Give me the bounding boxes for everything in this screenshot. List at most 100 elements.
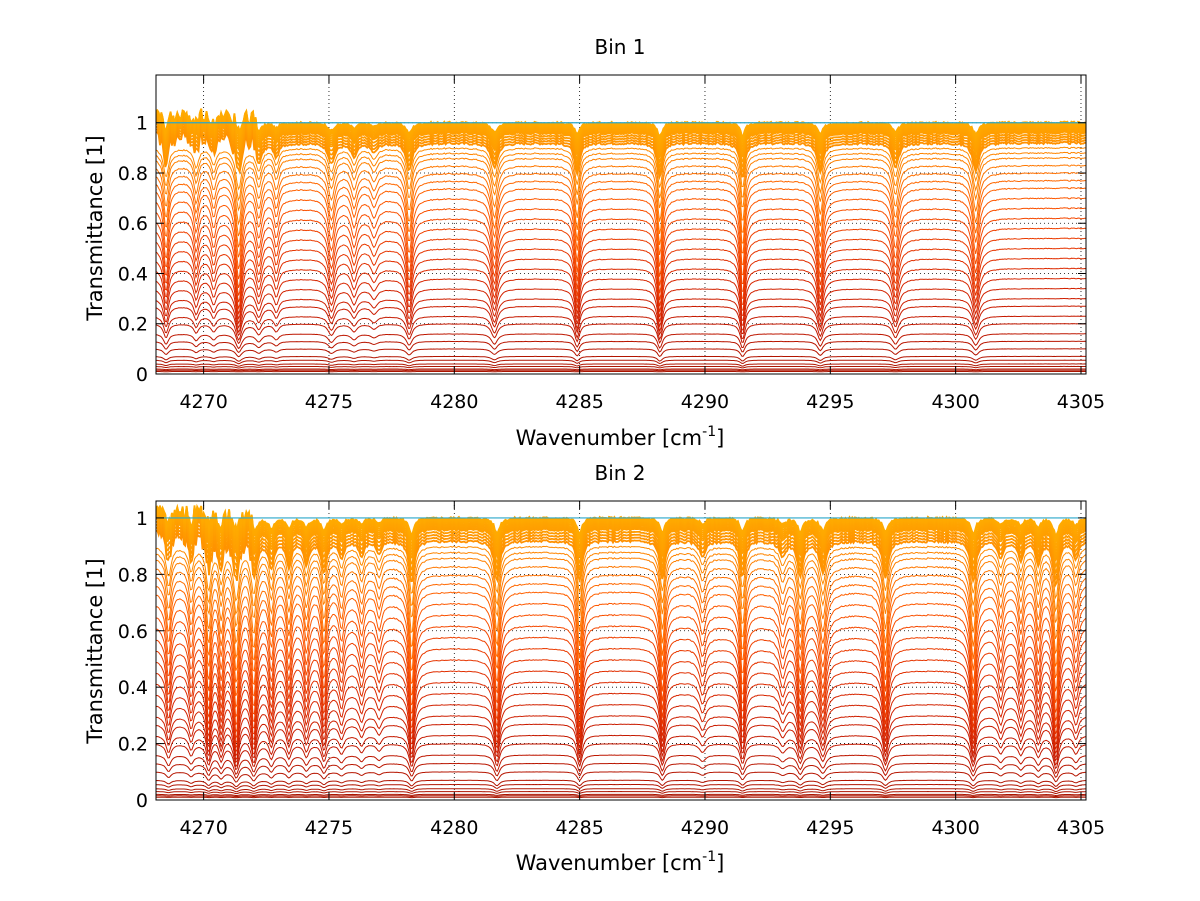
series-group (156, 503, 1086, 799)
series-line (156, 287, 1086, 329)
series-line (156, 522, 1086, 576)
y-tick-label: 0.2 (118, 314, 148, 336)
series-line (156, 333, 1086, 350)
y-tick-label: 0.2 (118, 734, 148, 756)
x-axis-label: Wavenumber [cm-1] (516, 849, 725, 875)
series-line (156, 369, 1086, 372)
chart-panel-bin-2: Bin 2 4270 4275 4280 4285 4290 4295 4300 4305 0… (83, 461, 1105, 875)
series-line (156, 117, 1086, 154)
series-line (156, 237, 1086, 303)
series-line (156, 227, 1086, 296)
x-tick-label: 4280 (430, 817, 478, 839)
series-line (156, 545, 1086, 602)
series-line (156, 197, 1086, 270)
series-line (156, 315, 1086, 341)
x-axis-label-end: ] (716, 851, 724, 875)
x-tick-label: 4285 (555, 391, 603, 413)
series-line (156, 703, 1086, 757)
series-line (156, 783, 1086, 790)
series-line (156, 305, 1086, 337)
x-tick-label: 4290 (681, 817, 729, 839)
x-tick-label: 4305 (1057, 391, 1105, 413)
series-line (156, 613, 1086, 708)
series-line (156, 156, 1086, 212)
series-line (156, 659, 1086, 740)
y-tick-label: 0.6 (118, 213, 148, 235)
series-line (156, 112, 1086, 146)
series-line (156, 525, 1086, 582)
y-axis-label: Transmittance [1] (83, 135, 107, 321)
series-line (156, 125, 1086, 170)
x-tick-label: 4295 (806, 817, 854, 839)
x-axis-label-end: ] (716, 426, 724, 450)
x-tick-label: 4285 (555, 817, 603, 839)
series-line (156, 368, 1086, 371)
x-axis-label-exponent: -1 (702, 424, 716, 440)
series-line (156, 779, 1086, 788)
series-line (156, 602, 1086, 697)
series-line (156, 365, 1086, 369)
series-line (156, 681, 1086, 750)
series-line (156, 793, 1086, 797)
plot-frame (155, 500, 1087, 801)
series-line (156, 151, 1086, 202)
y-tick-label: 1 (136, 508, 148, 530)
x-axis-label-text: Wavenumber [cm (516, 426, 702, 450)
x-tick-label: 4275 (305, 391, 353, 413)
series-line (156, 247, 1086, 311)
series-line (156, 591, 1086, 683)
series-line (156, 565, 1086, 645)
y-tick-label: 0 (136, 790, 148, 812)
series-line (156, 207, 1086, 280)
series-line (156, 743, 1086, 771)
series-line (156, 762, 1086, 779)
series-line (156, 171, 1086, 237)
y-ticks: 0 0.2 0.4 0.6 0.8 1 (118, 113, 1086, 386)
series-line (156, 636, 1086, 726)
chart-panel-bin-1: Bin 1 4270 4275 4280 4285 4290 4295 4300 4305 0… (83, 35, 1105, 450)
series-line (156, 340, 1086, 354)
x-tick-label: 4280 (430, 391, 478, 413)
series-group (156, 108, 1086, 373)
x-tick-label: 4300 (931, 817, 979, 839)
series-line (156, 277, 1086, 325)
x-tick-label: 4300 (931, 391, 979, 413)
series-line (156, 114, 1086, 149)
x-tick-label: 4295 (806, 391, 854, 413)
series-line (156, 164, 1086, 226)
series-line (156, 257, 1086, 316)
series-line (156, 118, 1086, 157)
x-tick-label: 4270 (179, 817, 227, 839)
series-line (156, 179, 1086, 248)
series-line (156, 363, 1086, 367)
series-line (156, 130, 1086, 181)
x-tick-label: 4275 (305, 817, 353, 839)
x-axis-label-text: Wavenumber [cm (516, 851, 702, 875)
y-tick-label: 0.6 (118, 621, 148, 643)
x-ticks: 4270 4275 4280 4285 4290 4295 4300 4305 (179, 75, 1105, 413)
y-tick-label: 0 (136, 364, 148, 386)
series-line (156, 323, 1086, 345)
series-line (156, 122, 1086, 165)
chart-title: Bin 2 (594, 461, 645, 485)
series-line (156, 115, 1086, 152)
series-line (156, 754, 1086, 775)
series-line (156, 355, 1086, 362)
series-line (156, 187, 1086, 258)
series-line (156, 771, 1086, 783)
series-line (156, 348, 1086, 358)
series-line (156, 647, 1086, 734)
x-tick-label: 4305 (1057, 817, 1105, 839)
series-line (156, 670, 1086, 745)
series-line (156, 359, 1086, 365)
series-line (156, 692, 1086, 754)
series-line (156, 127, 1086, 176)
y-tick-label: 0.4 (118, 677, 148, 699)
series-line (156, 557, 1086, 628)
series-line (156, 715, 1086, 761)
chart-title: Bin 1 (594, 35, 645, 59)
series-line (156, 788, 1086, 793)
y-ticks: 0 0.2 0.4 0.6 0.8 1 (118, 508, 1086, 812)
